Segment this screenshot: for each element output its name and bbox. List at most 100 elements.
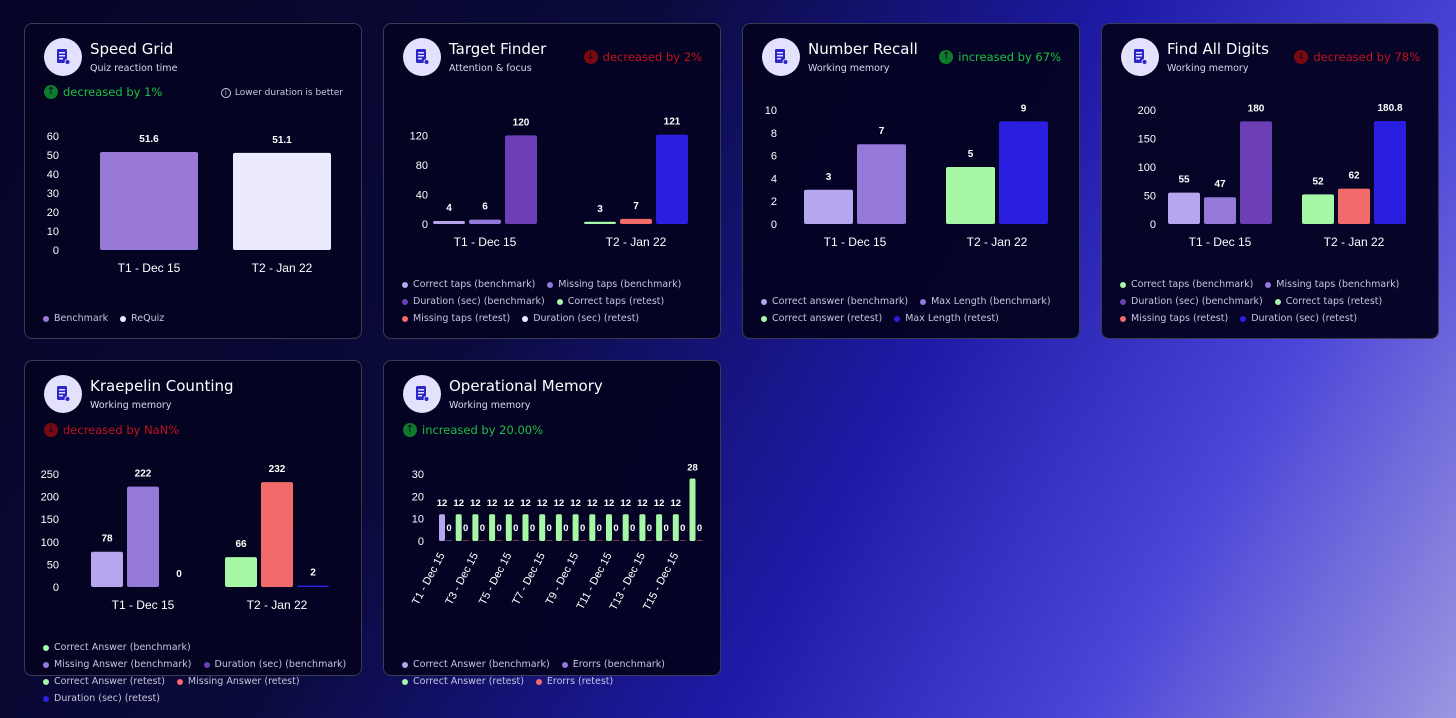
bar-max-length-benchmark[interactable] [857, 144, 906, 224]
bar-errors-6[interactable] [529, 540, 536, 542]
bar-duration-sec-retest[interactable] [656, 134, 688, 224]
legend-item[interactable]: Correct Answer (retest) [402, 676, 524, 687]
target-finder-card[interactable]: Target Finder Attention & focus ↓ decreased… [383, 23, 721, 339]
legend-swatch [1274, 298, 1281, 305]
legend-item[interactable]: Benchmark [43, 313, 108, 324]
legend-item[interactable]: Missing taps (benchmark) [547, 279, 681, 290]
bar-errors-10[interactable] [596, 540, 603, 542]
bar-errors-4[interactable] [496, 540, 503, 542]
bar-correct-16[interactable] [689, 478, 696, 541]
bar-correct-answer-benchmark[interactable] [91, 551, 123, 587]
bar-max-length-retest[interactable] [999, 121, 1048, 224]
legend-item[interactable]: Duration (sec) (benchmark) [402, 296, 545, 307]
bar-missing-taps-retest[interactable] [620, 218, 652, 224]
speed-grid-card[interactable]: Speed Grid Quiz reaction time ↑ decreased b… [24, 23, 362, 339]
document-icon [403, 38, 441, 76]
legend-swatch [43, 644, 49, 651]
legend-item[interactable]: Erorrs (retest) [535, 676, 613, 687]
number-recall-card[interactable]: Number Recall Working memory ↑ increased by… [742, 23, 1080, 339]
data-label: 12 [587, 498, 598, 509]
bar-correct-2[interactable] [455, 514, 462, 541]
bar-correct-6[interactable] [522, 514, 529, 541]
bar-correct-taps-benchmark[interactable] [433, 221, 465, 224]
kraepelin-counting-card[interactable]: Kraepelin Counting Working memory ↓ decreas… [24, 360, 362, 704]
bar-correct-13[interactable] [639, 514, 646, 541]
legend-item[interactable]: Missing taps (benchmark) [1265, 279, 1399, 290]
bar-errors-14[interactable] [663, 540, 670, 542]
bar-missing-taps-retest[interactable] [1338, 188, 1370, 224]
operational-memory-card[interactable]: Operational Memory Working memory ↑ increas… [383, 360, 721, 687]
legend-label: Benchmark [54, 313, 109, 324]
bar-correct-10[interactable] [589, 514, 596, 541]
legend-item[interactable]: Correct taps (benchmark) [1120, 279, 1253, 290]
bar-duration-sec-benchmark[interactable] [1240, 121, 1272, 224]
bar-duration-sec-retest[interactable] [1374, 120, 1406, 224]
legend-item[interactable]: Duration (sec) (retest) [43, 693, 160, 704]
bar-errors-2[interactable] [462, 540, 469, 542]
legend-item[interactable]: Correct taps (retest) [556, 296, 664, 307]
bar-missing-taps-benchmark[interactable] [1204, 197, 1236, 224]
bar-correct-12[interactable] [622, 514, 629, 541]
legend-item[interactable]: Max Length (retest) [894, 313, 999, 324]
legend-item[interactable]: Correct answer (benchmark) [761, 296, 908, 307]
legend-item[interactable]: ReQuiz [120, 313, 164, 324]
bar-correct-answer-retest[interactable] [225, 557, 257, 587]
bar-errors-11[interactable] [613, 540, 619, 542]
legend-item[interactable]: Duration (sec) (retest) [1240, 313, 1357, 324]
legend-item[interactable]: Missing taps (retest) [402, 313, 510, 324]
bar-correct-8[interactable] [555, 514, 562, 541]
bar-correct-answer-retest[interactable] [946, 167, 995, 224]
bar-correct-4[interactable] [489, 514, 496, 541]
data-label: 12 [570, 498, 581, 509]
legend-swatch [402, 281, 408, 288]
bar-errors-1[interactable] [446, 540, 452, 542]
bar-duration-sec-benchmark[interactable] [505, 135, 537, 224]
legend-item[interactable]: Max Length (benchmark) [920, 296, 1051, 307]
bar-correct-9[interactable] [572, 514, 579, 541]
bar-requiz[interactable] [233, 152, 331, 250]
find-all-digits-card[interactable]: Find All Digits Working memory ↓ decreased … [1101, 23, 1439, 339]
legend-item[interactable]: Correct answer (retest) [761, 313, 882, 324]
bar-correct-11[interactable] [606, 514, 612, 541]
bar-correct-1[interactable] [439, 514, 445, 541]
bar-correct-5[interactable] [505, 514, 512, 541]
bar-missing-answer-retest[interactable] [261, 482, 293, 587]
bar-duration-sec-retest[interactable] [297, 585, 329, 588]
legend-item[interactable]: Correct taps (benchmark) [402, 279, 535, 290]
bar-errors-9[interactable] [579, 540, 586, 542]
bar-errors-7[interactable] [546, 540, 553, 542]
bar-correct-15[interactable] [672, 514, 679, 541]
bar-correct-14[interactable] [656, 514, 663, 541]
legend-item[interactable]: Correct Answer (benchmark) [402, 659, 550, 670]
legend-item[interactable]: Duration (sec) (retest) [522, 313, 639, 324]
bar-errors-8[interactable] [562, 540, 569, 542]
bar-errors-13[interactable] [646, 540, 653, 542]
bar-errors-16[interactable] [696, 540, 703, 542]
legend-item[interactable]: Duration (sec) (benchmark) [203, 659, 346, 670]
bar-errors-3[interactable] [479, 540, 486, 542]
legend-item[interactable]: Duration (sec) (benchmark) [1120, 296, 1263, 307]
data-label: 180 [1248, 103, 1265, 114]
bar-errors-5[interactable] [512, 540, 519, 542]
legend-item[interactable]: Correct Answer (benchmark) [43, 642, 191, 653]
bar-correct-taps-retest[interactable] [1302, 194, 1334, 224]
legend-item[interactable]: Erorrs (benchmark) [561, 659, 665, 670]
legend-item[interactable]: Correct Answer (retest) [43, 676, 165, 687]
y-tick-label: 2 [771, 196, 777, 208]
bar-correct-taps-retest[interactable] [584, 221, 616, 224]
bar-correct-3[interactable] [472, 514, 479, 541]
card-title: Target Finder [449, 40, 547, 58]
legend-item[interactable]: Missing taps (retest) [1120, 313, 1228, 324]
legend-item[interactable]: Missing Answer (benchmark) [43, 659, 192, 670]
bar-missing-taps-benchmark[interactable] [469, 219, 501, 224]
bar-correct-taps-benchmark[interactable] [1168, 192, 1200, 224]
legend-item[interactable]: Missing Answer (retest) [176, 676, 300, 687]
bar-benchmark[interactable] [100, 151, 198, 250]
legend-item[interactable]: Correct taps (retest) [1274, 296, 1382, 307]
bar-errors-12[interactable] [629, 540, 636, 542]
bar-correct-answer-benchmark[interactable] [804, 189, 853, 224]
bar-missing-answer-benchmark[interactable] [127, 486, 159, 587]
bar-correct-7[interactable] [539, 514, 546, 541]
x-tick-label: T2 - Jan 22 [252, 261, 313, 275]
bar-errors-15[interactable] [679, 540, 686, 542]
